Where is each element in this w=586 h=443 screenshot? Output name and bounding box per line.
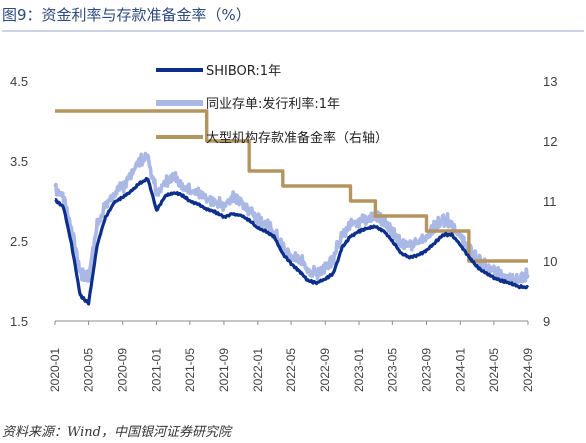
left-tick-label: 2.5 <box>10 234 28 249</box>
x-tick-label: 2021-09 <box>217 348 231 392</box>
right-tick-label: 10 <box>543 254 557 269</box>
x-tick-label: 2024-01 <box>453 348 467 392</box>
x-tick-label: 2020-09 <box>116 348 130 392</box>
legend-label-shibor: SHIBOR:1年 <box>206 64 281 79</box>
right-axis-ticks: 9 10 11 12 13 <box>543 74 557 329</box>
series-line-shibor <box>54 176 530 306</box>
series-line-issue-rate <box>53 151 530 287</box>
right-tick-label: 13 <box>543 74 557 89</box>
x-tick-label: 2020-01 <box>48 348 62 392</box>
right-tick-label: 12 <box>543 134 557 149</box>
left-tick-label: 3.5 <box>10 154 28 169</box>
left-axis-ticks: 1.5 2.5 3.5 4.5 <box>10 74 28 329</box>
x-tick-label: 2021-05 <box>183 348 197 392</box>
source-note: 资料来源：Wind，中国银河证券研究院 <box>2 424 233 440</box>
left-tick-label: 1.5 <box>10 314 28 329</box>
chart-title: 图9：资金利率与存款准备金率（%） <box>2 6 251 24</box>
left-tick-label: 4.5 <box>10 74 28 89</box>
legend-label-issue-rate: 同业存单:发行利率:1年 <box>206 96 340 112</box>
x-tick-label: 2024-09 <box>521 348 535 392</box>
x-tick-label: 2021-01 <box>150 348 164 392</box>
series-line-rrr <box>55 109 528 263</box>
x-tick-label: 2023-05 <box>385 348 399 392</box>
legend: SHIBOR:1年 同业存单:发行利率:1年 大型机构存款准备金率（右轴） <box>156 64 388 146</box>
x-tick-label: 2024-05 <box>487 348 501 392</box>
right-tick-label: 9 <box>543 314 550 329</box>
series-layer <box>53 109 530 306</box>
x-axis-ticks: 2020-01 2020-05 2020-09 2021-01 2021-05 2021-… <box>48 321 535 392</box>
x-tick-label: 2022-05 <box>284 348 298 392</box>
x-tick-label: 2022-09 <box>318 348 332 392</box>
x-tick-label: 2022-01 <box>251 348 265 392</box>
right-tick-label: 11 <box>543 194 557 209</box>
x-tick-label: 2020-05 <box>82 348 96 392</box>
x-tick-label: 2023-01 <box>352 348 366 392</box>
x-tick-label: 2023-09 <box>419 348 433 392</box>
legend-label-rrr: 大型机构存款准备金率（右轴） <box>206 130 388 146</box>
